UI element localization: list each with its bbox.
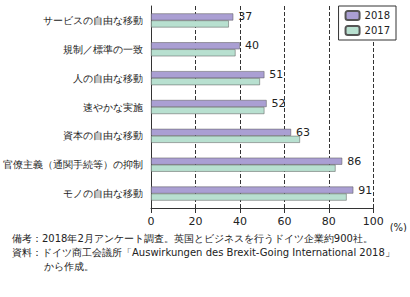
- svg-text:80: 80: [322, 215, 336, 228]
- svg-text:86: 86: [347, 155, 361, 168]
- svg-text:40: 40: [233, 215, 247, 228]
- svg-text:官僚主義（通関手続等）の抑制: 官僚主義（通関手続等）の抑制: [3, 159, 143, 170]
- svg-text:100: 100: [363, 215, 384, 228]
- svg-text:91: 91: [358, 184, 372, 197]
- html-text:資料：ドイツ商工会議所「Auswirkungen des B: 資料：ドイツ商工会議所「Auswirkungen des Brexit-Goin…: [12, 247, 395, 272]
- svg-text:規制／標準の一致: 規制／標準の一致: [63, 44, 143, 55]
- svg-text:52: 52: [272, 97, 286, 110]
- svg-text:(%): (%): [390, 222, 407, 233]
- svg-text:0: 0: [148, 215, 155, 228]
- svg-text:20: 20: [188, 215, 202, 228]
- svg-text:速やかな実施: 速やかな実施: [83, 102, 143, 113]
- svg-text:2017: 2017: [365, 25, 390, 36]
- html-text:備考：2018年2月アンケート調査。英国とビジネスを行うドイ: 備考：2018年2月アンケート調査。英国とビジネスを行うドイツ企業約900社。: [12, 233, 373, 244]
- svg-text:資本の自由な移動: 資本の自由な移動: [63, 130, 143, 141]
- svg-text:人の自由な移動: 人の自由な移動: [73, 73, 143, 84]
- svg-text:37: 37: [238, 10, 252, 23]
- svg-text:モノの自由な移動: モノの自由な移動: [63, 188, 143, 199]
- svg-text:40: 40: [245, 39, 259, 52]
- svg-text:2018: 2018: [365, 10, 390, 21]
- svg-text:63: 63: [296, 126, 310, 139]
- svg-text:60: 60: [277, 215, 291, 228]
- svg-text:サービスの自由な移動: サービスの自由な移動: [43, 15, 143, 26]
- svg-text:51: 51: [269, 68, 283, 81]
